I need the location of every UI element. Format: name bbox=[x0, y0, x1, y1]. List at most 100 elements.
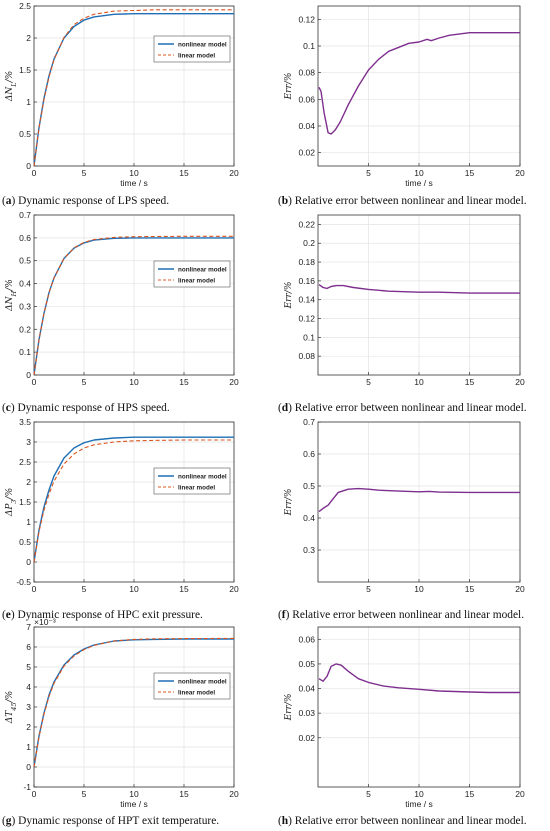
x-tick-label: 15 bbox=[179, 377, 189, 387]
linear-model-line bbox=[33, 637, 235, 768]
x-tick-label: 5 bbox=[366, 584, 371, 594]
x-tick-label: 10 bbox=[414, 584, 424, 594]
y-tick-label: 7 bbox=[26, 622, 31, 632]
x-tick-label: 10 bbox=[129, 168, 139, 178]
y-tick-label: 2 bbox=[26, 477, 31, 487]
linear-model-line bbox=[33, 9, 234, 167]
y-tick-label: 0.03 bbox=[298, 708, 315, 718]
x-tick-label: 15 bbox=[179, 584, 189, 594]
legend: nonlinear model linear model bbox=[153, 35, 231, 63]
y-tick-label: 0.02 bbox=[298, 148, 315, 158]
y-tick-label: 1 bbox=[26, 97, 31, 107]
caption-a: (a) Dynamic response of LPS speed. bbox=[2, 195, 170, 207]
y-tick-label: 0.08 bbox=[298, 351, 315, 361]
chart-h: 5 10 15 20 0.02 0.03 0.04 0.05 0.06 time / s Err/% bbox=[284, 626, 525, 809]
x-tick-label: 20 bbox=[229, 789, 239, 799]
x-tick-label: 15 bbox=[465, 168, 475, 178]
legend-label: nonlinear model bbox=[178, 679, 227, 686]
y-tick-label: 0.5 bbox=[19, 256, 31, 266]
x-tick-label: 10 bbox=[414, 789, 424, 799]
y-exponent-label: ×10⁻³ bbox=[34, 617, 56, 627]
x-tick-label: 15 bbox=[465, 584, 475, 594]
x-tick-label: 10 bbox=[129, 789, 139, 799]
caption-h: (h) Relative error between nonlinear and… bbox=[278, 815, 527, 827]
y-tick-label: 0.16 bbox=[298, 276, 315, 286]
y-tick-label: 0.5 bbox=[19, 537, 31, 547]
x-tick-label: 10 bbox=[414, 377, 424, 387]
y-tick-label: 0.05 bbox=[298, 659, 315, 669]
x-tick-label: 15 bbox=[179, 789, 189, 799]
x-tick-label: 20 bbox=[515, 584, 525, 594]
legend-box bbox=[153, 35, 231, 63]
y-tick-label: 0.12 bbox=[298, 314, 315, 324]
chart-f: 5 10 15 20 0.3 0.4 0.5 0.6 0.7 Err/% bbox=[284, 417, 525, 594]
legend-box bbox=[153, 672, 231, 700]
legend-label: linear model bbox=[178, 485, 215, 492]
x-tick-label: 0 bbox=[32, 377, 37, 387]
y-tick-label: 2 bbox=[26, 722, 31, 732]
x-tick-label: 10 bbox=[414, 168, 424, 178]
y-tick-label: 0.7 bbox=[303, 417, 315, 427]
caption-e: (e) Dynamic response of HPC exit pressur… bbox=[2, 609, 203, 621]
error-line bbox=[318, 32, 520, 135]
x-tick-label: 20 bbox=[229, 377, 239, 387]
x-tick-label: 0 bbox=[32, 168, 37, 178]
x-tick-label: 15 bbox=[179, 168, 189, 178]
caption-f: (f) Relative error between nonlinear and… bbox=[278, 609, 525, 621]
y-tick-label: 1.5 bbox=[19, 65, 31, 75]
y-tick-label: 6 bbox=[26, 642, 31, 652]
y-tick-label: 0.4 bbox=[19, 279, 31, 289]
caption-d: (d) Relative error between nonlinear and… bbox=[278, 402, 527, 414]
y-tick-label: 5 bbox=[26, 662, 31, 672]
legend-box bbox=[153, 260, 231, 288]
y-tick-label: 0.04 bbox=[298, 684, 315, 694]
y-tick-label: 0 bbox=[26, 161, 31, 171]
y-tick-label: 0 bbox=[26, 557, 31, 567]
x-tick-label: 5 bbox=[82, 789, 87, 799]
caption-c: (c) Dynamic response of HPS speed. bbox=[2, 402, 170, 414]
x-tick-label: 5 bbox=[366, 168, 371, 178]
legend: nonlinear model linear model bbox=[153, 260, 231, 288]
y-tick-label: 0.3 bbox=[19, 301, 31, 311]
y-tick-label: 4 bbox=[26, 682, 31, 692]
y-tick-label: 0.06 bbox=[298, 94, 315, 104]
y-tick-label: 0.1 bbox=[303, 332, 315, 342]
y-tick-label: 0.2 bbox=[303, 238, 315, 248]
error-line bbox=[318, 487, 520, 513]
y-tick-label: 3 bbox=[26, 437, 31, 447]
x-tick-label: 5 bbox=[82, 584, 87, 594]
x-tick-label: 20 bbox=[515, 789, 525, 799]
legend-label: linear model bbox=[178, 53, 215, 60]
y-tick-label: 2.5 bbox=[19, 1, 31, 11]
chart-d: 5 10 15 20 0.08 0.1 0.12 0.14 0.16 0.18 0.2 0.22 Err… bbox=[284, 214, 525, 387]
y-tick-label: 3.5 bbox=[19, 417, 31, 427]
y-tick-label: 0.06 bbox=[298, 634, 315, 644]
x-tick-label: 15 bbox=[465, 789, 475, 799]
y-tick-label: 3 bbox=[26, 702, 31, 712]
y-tick-label: 0 bbox=[26, 762, 31, 772]
y-axis-label: ΔNL/% bbox=[5, 71, 18, 102]
y-tick-label: 0.22 bbox=[298, 219, 315, 229]
x-tick-label: 20 bbox=[515, 377, 525, 387]
nonlinear-model-line bbox=[33, 436, 234, 563]
x-tick-label: 0 bbox=[32, 789, 37, 799]
x-axis-label: time / s bbox=[120, 799, 147, 809]
x-tick-label: 5 bbox=[82, 377, 87, 387]
x-axis-label: time / s bbox=[120, 178, 147, 188]
x-tick-label: 10 bbox=[129, 377, 139, 387]
y-tick-label: 0.6 bbox=[303, 449, 315, 459]
y-tick-label: 0.6 bbox=[19, 233, 31, 243]
y-tick-label: 0.1 bbox=[303, 41, 315, 51]
y-axis-label: Err/% bbox=[284, 282, 294, 310]
legend-label: linear model bbox=[178, 278, 215, 285]
legend: nonlinear model linear model bbox=[153, 672, 231, 700]
y-tick-label: 0.2 bbox=[19, 324, 31, 334]
y-tick-label: 1 bbox=[26, 517, 31, 527]
y-tick-label: 0.04 bbox=[298, 121, 315, 131]
caption-g: (g) Dynamic response of HPT exit tempera… bbox=[2, 815, 220, 827]
chart-b: 5 10 15 20 0.02 0.04 0.06 0.08 0.1 0.12 time / s Er… bbox=[284, 5, 525, 188]
y-tick-label: 0.08 bbox=[298, 68, 315, 78]
x-tick-label: 20 bbox=[229, 168, 239, 178]
x-tick-label: 5 bbox=[366, 789, 371, 799]
